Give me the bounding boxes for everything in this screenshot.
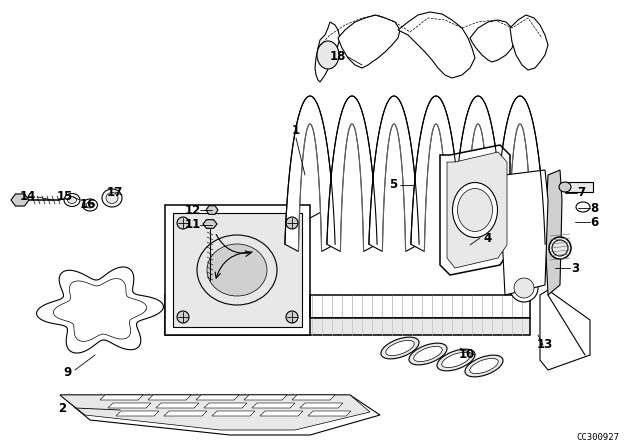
Text: 1: 1: [292, 124, 300, 137]
Polygon shape: [540, 290, 590, 370]
Text: 8: 8: [590, 202, 598, 215]
Ellipse shape: [106, 193, 118, 203]
Text: 13: 13: [537, 339, 553, 352]
Ellipse shape: [442, 353, 470, 368]
Ellipse shape: [437, 349, 475, 371]
Polygon shape: [308, 411, 351, 416]
Polygon shape: [165, 205, 310, 335]
Ellipse shape: [207, 244, 267, 296]
Polygon shape: [398, 12, 475, 78]
Ellipse shape: [413, 346, 442, 362]
Text: 15: 15: [57, 190, 73, 203]
Polygon shape: [244, 395, 287, 400]
Polygon shape: [369, 96, 419, 251]
Polygon shape: [502, 170, 548, 295]
Ellipse shape: [102, 189, 122, 207]
Ellipse shape: [386, 340, 414, 356]
Ellipse shape: [177, 311, 189, 323]
Polygon shape: [165, 318, 530, 335]
Polygon shape: [510, 15, 548, 70]
Polygon shape: [60, 395, 380, 435]
Ellipse shape: [286, 311, 298, 323]
Polygon shape: [300, 403, 343, 408]
Text: 16: 16: [80, 198, 96, 211]
Ellipse shape: [64, 194, 80, 207]
Text: 6: 6: [590, 215, 598, 228]
Polygon shape: [164, 411, 207, 416]
Polygon shape: [212, 411, 255, 416]
Text: 17: 17: [107, 185, 123, 198]
Polygon shape: [447, 152, 507, 268]
Ellipse shape: [458, 189, 493, 232]
Polygon shape: [173, 213, 302, 327]
Text: 18: 18: [330, 51, 346, 64]
Polygon shape: [60, 395, 370, 430]
Text: 14: 14: [20, 190, 36, 203]
Text: 5: 5: [389, 178, 397, 191]
Ellipse shape: [83, 199, 97, 211]
Polygon shape: [327, 96, 377, 251]
Polygon shape: [100, 395, 143, 400]
Ellipse shape: [576, 202, 590, 212]
Text: 2: 2: [58, 401, 66, 414]
Polygon shape: [148, 395, 191, 400]
Ellipse shape: [510, 274, 538, 302]
Polygon shape: [440, 145, 510, 275]
Polygon shape: [156, 403, 199, 408]
Ellipse shape: [465, 355, 503, 377]
Polygon shape: [203, 220, 217, 228]
Polygon shape: [252, 403, 295, 408]
Polygon shape: [196, 395, 239, 400]
Text: 3: 3: [571, 262, 579, 275]
Polygon shape: [165, 295, 530, 318]
Polygon shape: [206, 206, 218, 214]
Ellipse shape: [559, 182, 571, 192]
Ellipse shape: [409, 343, 447, 365]
Polygon shape: [338, 15, 400, 68]
Bar: [565, 182, 593, 192]
Polygon shape: [285, 96, 335, 251]
Polygon shape: [470, 20, 515, 62]
Text: 11: 11: [185, 219, 201, 232]
Polygon shape: [315, 22, 340, 82]
Ellipse shape: [452, 182, 497, 237]
Text: 12: 12: [185, 203, 201, 216]
Ellipse shape: [470, 358, 499, 374]
Polygon shape: [11, 194, 29, 206]
Text: CC300927: CC300927: [577, 434, 620, 443]
Ellipse shape: [549, 237, 571, 259]
Polygon shape: [116, 411, 159, 416]
Ellipse shape: [381, 337, 419, 359]
Polygon shape: [495, 96, 545, 251]
Polygon shape: [260, 411, 303, 416]
Ellipse shape: [86, 202, 94, 208]
Ellipse shape: [286, 217, 298, 229]
Polygon shape: [411, 96, 461, 251]
Polygon shape: [453, 96, 503, 251]
Polygon shape: [36, 267, 163, 353]
Polygon shape: [292, 395, 335, 400]
Ellipse shape: [552, 240, 568, 256]
Ellipse shape: [177, 217, 189, 229]
Polygon shape: [108, 403, 151, 408]
Polygon shape: [545, 170, 562, 295]
Ellipse shape: [67, 197, 77, 203]
Text: 7: 7: [577, 186, 585, 199]
Ellipse shape: [317, 41, 339, 69]
Text: 9: 9: [64, 366, 72, 379]
Polygon shape: [204, 403, 247, 408]
Text: 10: 10: [459, 349, 475, 362]
Ellipse shape: [197, 235, 277, 305]
Ellipse shape: [514, 278, 534, 298]
Text: 4: 4: [484, 232, 492, 245]
